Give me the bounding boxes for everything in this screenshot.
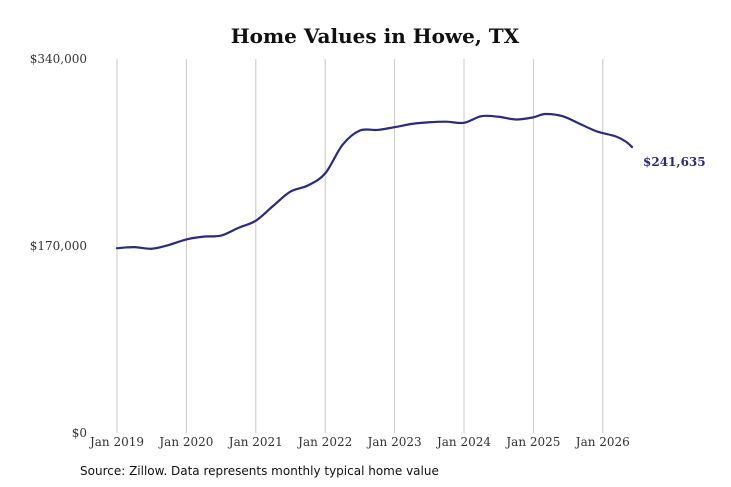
chart-title: Home Values in Howe, TX bbox=[231, 24, 520, 48]
x-tick-label: Jan 2025 bbox=[504, 435, 560, 449]
y-tick-label: $340,000 bbox=[30, 52, 87, 66]
x-axis-tick-labels: Jan 2019 Jan 2020 Jan 2021 Jan 2022 Jan 2023… bbox=[88, 435, 630, 449]
x-tick-label: Jan 2023 bbox=[366, 435, 422, 449]
y-axis-tick-labels: $0 $170,000 $340,000 bbox=[30, 52, 87, 440]
series-line-0 bbox=[115, 112, 634, 250]
y-tick-label: $0 bbox=[72, 426, 87, 440]
x-tick-label: Jan 2021 bbox=[227, 435, 283, 449]
line-chart: Home Values in Howe, TX $0 $170,000 $340,0… bbox=[30, 24, 706, 449]
x-tick-label: Jan 2026 bbox=[574, 435, 630, 449]
x-tick-label: Jan 2020 bbox=[157, 435, 213, 449]
x-tick-label: Jan 2024 bbox=[435, 435, 491, 449]
gridlines bbox=[116, 59, 604, 433]
series-lines bbox=[115, 112, 634, 250]
end-value-label: $241,635 bbox=[643, 155, 706, 169]
x-tick-label: Jan 2019 bbox=[88, 435, 144, 449]
source-note: Source: Zillow. Data represents monthly … bbox=[80, 464, 439, 478]
y-tick-label: $170,000 bbox=[30, 239, 87, 253]
x-tick-label: Jan 2022 bbox=[296, 435, 352, 449]
